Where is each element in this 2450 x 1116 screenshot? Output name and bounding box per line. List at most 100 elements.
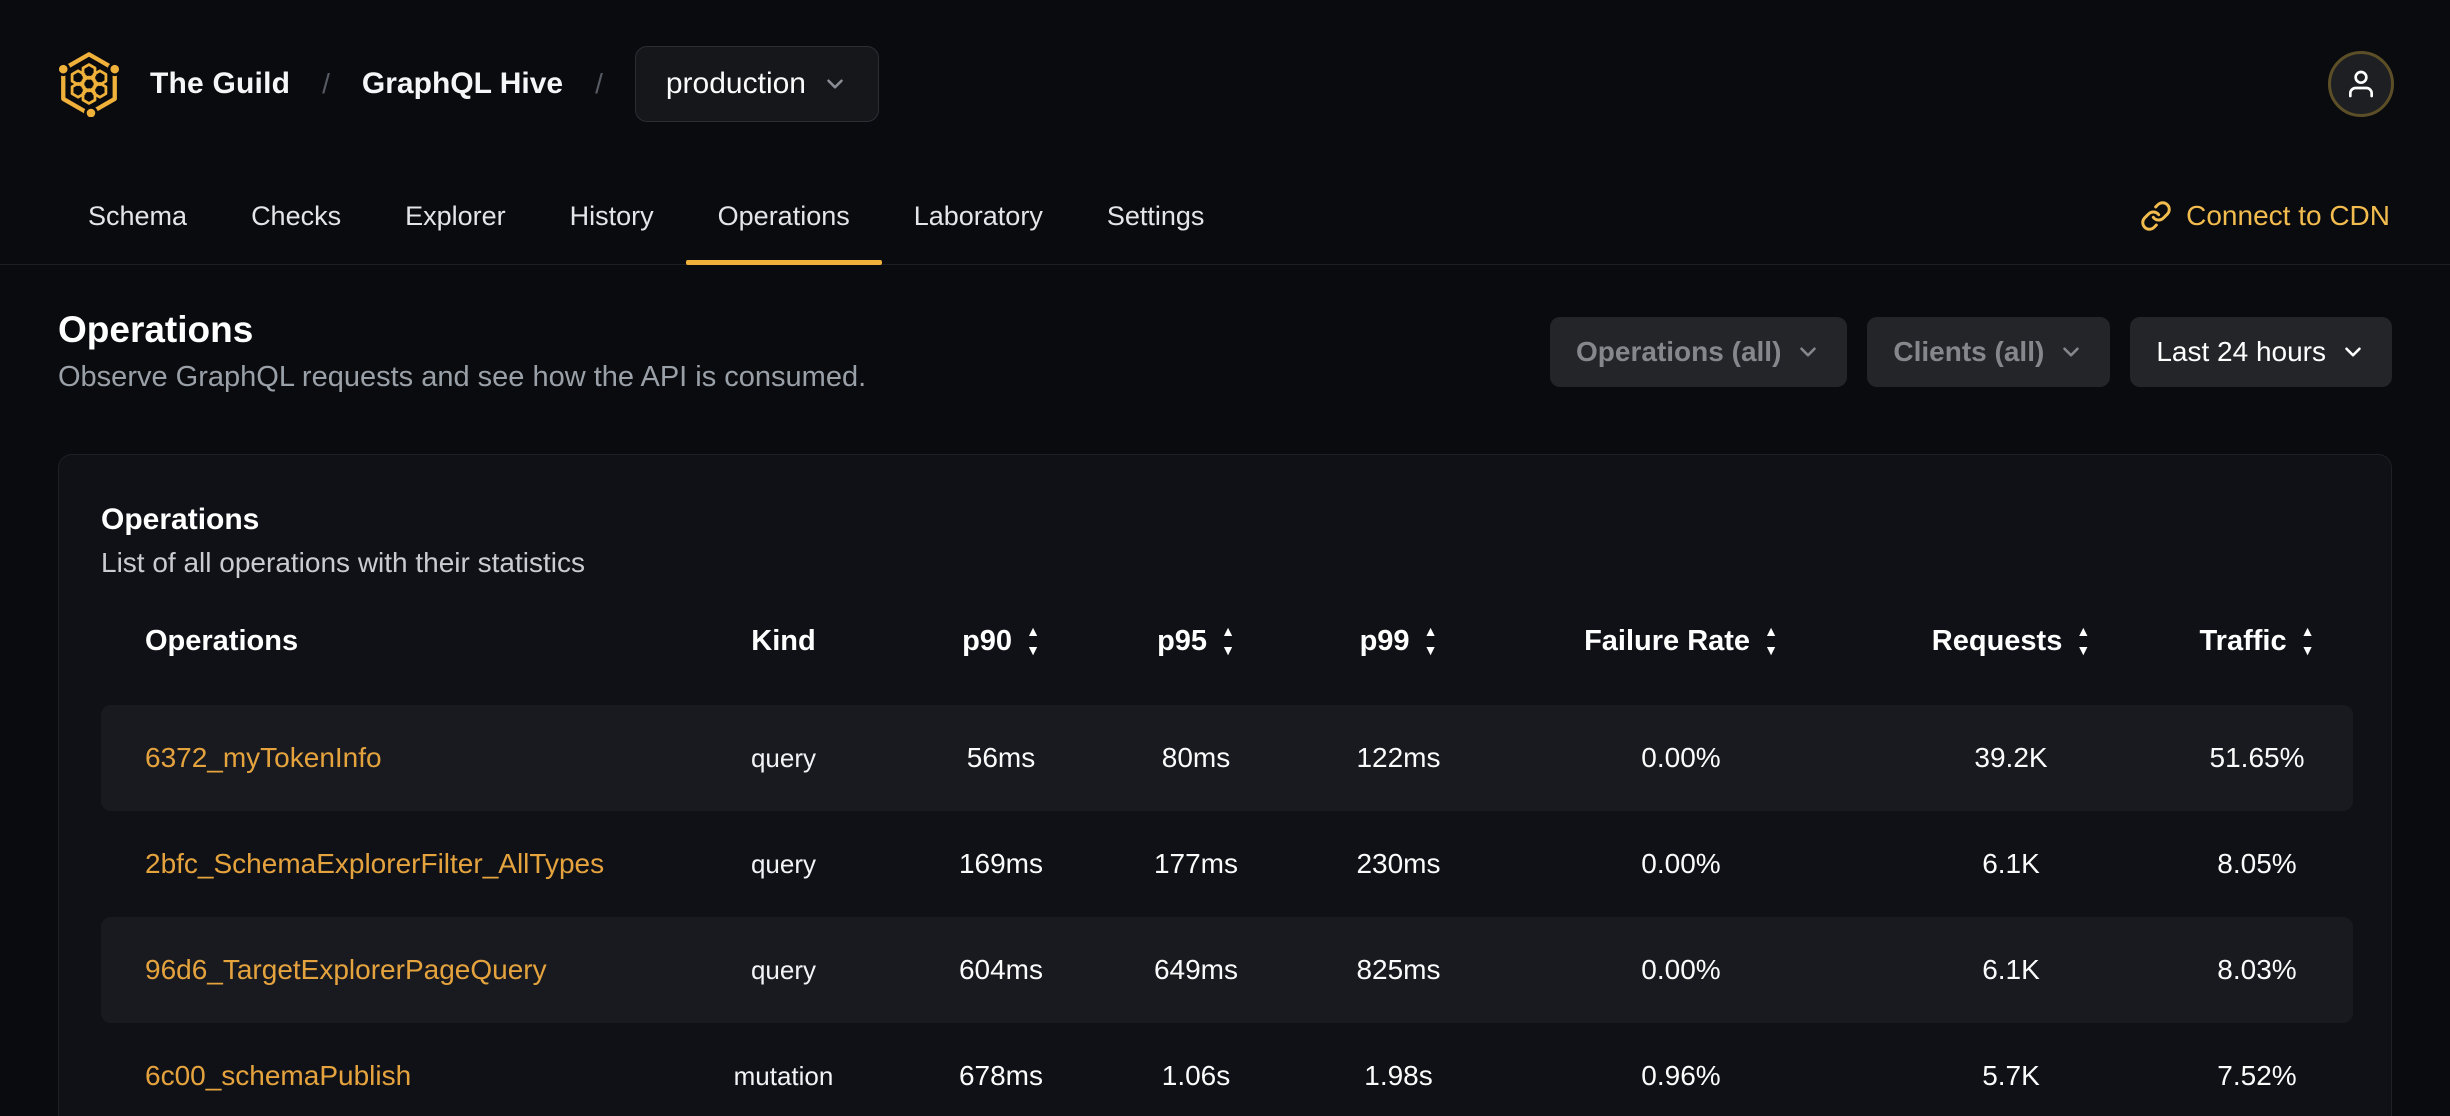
requests-cell: 6.1K xyxy=(1982,954,2040,985)
traffic-cell: 7.52% xyxy=(2217,1060,2297,1091)
kind-cell: mutation xyxy=(733,1060,834,1091)
table-row: 6372_myTokenInfo query 56ms 80ms 122ms 0… xyxy=(101,705,2353,811)
requests-cell: 6.1K xyxy=(1982,848,2040,879)
sort-asc-icon[interactable]: ▲ xyxy=(1764,623,1778,640)
sort-desc-icon[interactable]: ▼ xyxy=(1764,641,1778,658)
column-header-label: Traffic xyxy=(2199,624,2287,657)
sort-desc-icon[interactable]: ▼ xyxy=(2076,641,2091,658)
failure-rate-cell: 0.96% xyxy=(1641,1060,1721,1091)
sort-desc-icon[interactable]: ▼ xyxy=(1026,641,1040,658)
column-header-operations: Operations xyxy=(145,624,299,657)
sort-control[interactable]: ▲ ▼ xyxy=(1764,623,1778,658)
operations-table: Operations Kind p90 ▲ ▼ p95 ▲ ▼ xyxy=(101,601,2353,1116)
connect-to-cdn-link[interactable]: Connect to CDN xyxy=(2136,168,2394,264)
card-subtitle: List of all operations with their statis… xyxy=(101,547,585,578)
p99-cell: 825ms xyxy=(1356,954,1441,985)
sort-asc-icon[interactable]: ▲ xyxy=(1423,623,1438,640)
card-title: Operations xyxy=(101,503,260,536)
column-header-label: p95 xyxy=(1157,624,1208,657)
failure-rate-cell: 0.00% xyxy=(1641,848,1721,879)
column-header-traffic: Traffic ▲ ▼ xyxy=(2161,623,2353,658)
breadcrumb-separator: / xyxy=(322,68,330,99)
user-menu-button[interactable] xyxy=(2328,51,2394,117)
tab-history[interactable]: History xyxy=(569,200,654,231)
p99-cell: 1.98s xyxy=(1364,1060,1433,1091)
operation-link[interactable]: 96d6_TargetExplorerPageQuery xyxy=(145,954,547,985)
operations-filter-dropdown[interactable]: Operations (all) xyxy=(1550,316,1848,387)
guild-hive-logo-icon[interactable] xyxy=(56,51,122,117)
tab-explorer[interactable]: Explorer xyxy=(405,200,506,231)
sort-control[interactable]: ▲ ▼ xyxy=(2076,623,2091,658)
p90-cell: 678ms xyxy=(958,1060,1044,1091)
failure-rate-cell: 0.00% xyxy=(1641,954,1721,985)
operation-link[interactable]: 2bfc_SchemaExplorerFilter_AllTypes xyxy=(145,848,605,879)
traffic-cell: 8.05% xyxy=(2217,848,2297,879)
operation-link[interactable]: 6c00_schemaPublish xyxy=(145,1060,412,1091)
sort-asc-icon[interactable]: ▲ xyxy=(1026,623,1040,640)
clients-filter-dropdown[interactable]: Clients (all) xyxy=(1867,316,2111,387)
tab-schema[interactable]: Schema xyxy=(88,200,188,231)
failure-rate-cell: 0.00% xyxy=(1641,742,1721,773)
operation-name-cell: 6372_myTokenInfo xyxy=(101,742,661,774)
sort-control[interactable]: ▲ ▼ xyxy=(1221,623,1235,658)
operations-page: Operations Observe GraphQL requests and … xyxy=(0,309,2450,1116)
chevron-down-icon xyxy=(827,79,843,89)
connect-to-cdn-label: Connect to CDN xyxy=(2186,200,2390,231)
p95-cell: 80ms xyxy=(1161,742,1231,773)
tab-settings[interactable]: Settings xyxy=(1106,200,1205,231)
sort-control[interactable]: ▲ ▼ xyxy=(1423,623,1438,658)
p90-cell: 604ms xyxy=(958,954,1044,985)
operations-filter-label: Operations (all) xyxy=(1576,335,1782,367)
sort-asc-icon[interactable]: ▲ xyxy=(2076,623,2091,640)
sort-control[interactable]: ▲ ▼ xyxy=(2300,623,2315,658)
p95-cell: 177ms xyxy=(1153,848,1239,879)
operations-card: Operations List of all operations with t… xyxy=(58,454,2392,1116)
tab-laboratory[interactable]: Laboratory xyxy=(913,200,1043,231)
main-nav: Schema Checks Explorer History Operation… xyxy=(0,168,2450,265)
operation-name-cell: 6c00_schemaPublish xyxy=(101,1060,661,1092)
sort-desc-icon[interactable]: ▼ xyxy=(1423,641,1438,658)
user-icon xyxy=(2349,70,2373,98)
p95-cell: 1.06s xyxy=(1161,1060,1231,1091)
table-row: 2bfc_SchemaExplorerFilter_AllTypes query… xyxy=(101,811,2353,917)
operation-name-cell: 2bfc_SchemaExplorerFilter_AllTypes xyxy=(101,848,661,880)
page-title: Operations xyxy=(58,309,254,350)
chevron-down-icon xyxy=(2063,346,2080,357)
chevron-down-icon xyxy=(1800,346,1817,357)
topbar: The Guild / GraphQL Hive / production xyxy=(0,0,2450,168)
breadcrumb-project[interactable]: GraphQL Hive xyxy=(361,67,564,100)
requests-cell: 39.2K xyxy=(1974,742,2048,773)
link-icon xyxy=(2141,201,2171,231)
column-header-label: Requests xyxy=(1931,624,2063,657)
table-row: 6c00_schemaPublish mutation 678ms 1.06s … xyxy=(101,1023,2353,1116)
environment-selector-value: production xyxy=(665,67,806,100)
column-header-label: p90 xyxy=(962,624,1013,657)
p95-cell: 649ms xyxy=(1153,954,1239,985)
clients-filter-label: Clients (all) xyxy=(1893,335,2045,367)
p99-cell: 122ms xyxy=(1356,742,1441,773)
environment-selector[interactable]: production xyxy=(634,46,879,122)
page-header: Operations Observe GraphQL requests and … xyxy=(58,309,2392,394)
sort-control[interactable]: ▲ ▼ xyxy=(1026,623,1040,658)
p90-cell: 56ms xyxy=(966,742,1036,773)
chevron-down-icon xyxy=(2345,346,2361,357)
table-header-row: Operations Kind p90 ▲ ▼ p95 ▲ ▼ xyxy=(101,601,2353,681)
tab-operations[interactable]: Operations xyxy=(685,168,882,265)
column-header-kind: Kind xyxy=(751,624,816,657)
sort-asc-icon[interactable]: ▲ xyxy=(2300,623,2315,640)
sort-desc-icon[interactable]: ▼ xyxy=(2300,641,2315,658)
sort-asc-icon[interactable]: ▲ xyxy=(1221,623,1235,640)
page-title-block: Operations Observe GraphQL requests and … xyxy=(58,309,866,394)
breadcrumb-org[interactable]: The Guild xyxy=(150,67,291,100)
period-filter-dropdown[interactable]: Last 24 hours xyxy=(2130,316,2392,387)
kind-cell: query xyxy=(750,848,817,879)
operation-name-cell: 96d6_TargetExplorerPageQuery xyxy=(101,954,661,986)
sort-desc-icon[interactable]: ▼ xyxy=(1221,641,1235,658)
page-subtitle: Observe GraphQL requests and see how the… xyxy=(58,361,867,393)
operation-link[interactable]: 6372_myTokenInfo xyxy=(145,742,382,773)
breadcrumb-separator: / xyxy=(595,68,603,99)
tab-checks[interactable]: Checks xyxy=(251,200,342,231)
nav-spacer xyxy=(1236,168,2136,264)
p99-cell: 230ms xyxy=(1356,848,1441,879)
column-header-failure-rate: Failure Rate ▲ ▼ xyxy=(1501,623,1861,658)
